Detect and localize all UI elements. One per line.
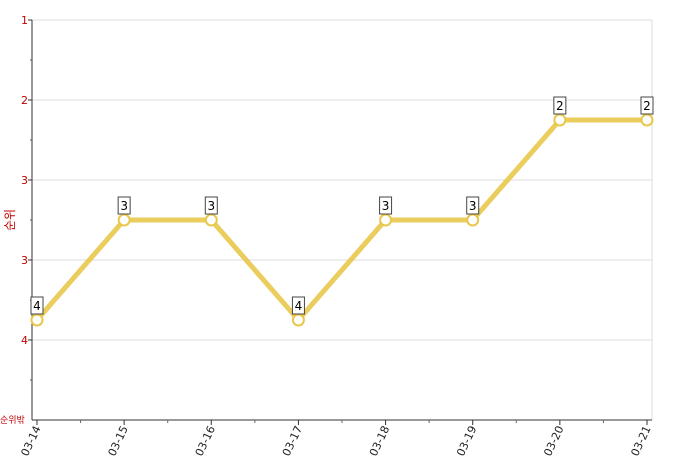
data-point-03-21	[640, 113, 654, 127]
data-label-03-14: 4	[33, 299, 41, 313]
y-axis-label: 순위	[3, 209, 17, 231]
data-label-box-03-14	[30, 296, 44, 315]
y-tick-label-5: 4	[21, 334, 28, 347]
data-label-03-19: 3	[469, 199, 477, 213]
data-label-03-18: 3	[382, 199, 390, 213]
axes	[28, 19, 652, 425]
data-point-03-17	[291, 313, 305, 327]
data-point-03-20	[553, 113, 567, 127]
data-point-03-16	[204, 213, 218, 227]
x-tick-label-03-21: 03-21	[628, 424, 653, 458]
data-label-box-03-20	[553, 96, 567, 115]
data-label-03-20: 2	[556, 99, 564, 113]
data-label-box-03-18	[379, 196, 393, 215]
out-of-range-label: 순위밖	[0, 415, 25, 426]
x-tick-label-03-15: 03-15	[106, 424, 131, 458]
data-label-box-03-17	[291, 296, 305, 315]
x-tick-label-03-18: 03-18	[367, 424, 392, 458]
grid-lines	[32, 19, 653, 420]
data-point-03-18	[379, 213, 393, 227]
data-labels: 4 3 3 4 3 3 2 2	[30, 96, 654, 315]
y-tick-label-4: 3	[21, 254, 28, 267]
data-label-03-21: 2	[643, 99, 651, 113]
data-point-03-15	[117, 213, 131, 227]
y-tick-labels: 1 2 3 3 4	[21, 14, 28, 347]
data-label-03-16: 3	[207, 199, 215, 213]
data-label-box-03-15	[117, 196, 131, 215]
x-tick-label-03-19: 03-19	[454, 424, 479, 458]
rank-series	[30, 113, 654, 327]
data-label-03-17: 4	[295, 299, 303, 313]
y-tick-label-3: 3	[21, 174, 28, 187]
x-tick-label-03-17: 03-17	[280, 424, 305, 458]
y-tick-label-2: 2	[21, 94, 28, 107]
data-point-03-14	[30, 313, 44, 327]
x-tick-label-03-14: 03-14	[18, 424, 43, 458]
series-line-1	[34, 117, 650, 323]
x-tick-label-03-20: 03-20	[541, 424, 566, 458]
y-tick-label-1: 1	[21, 14, 28, 27]
data-point-03-19	[466, 213, 480, 227]
data-label-03-15: 3	[120, 199, 128, 213]
x-tick-label-03-16: 03-16	[193, 424, 218, 458]
data-label-box-03-16	[204, 196, 218, 215]
data-label-box-03-21	[640, 96, 654, 115]
data-label-box-03-19	[466, 196, 480, 215]
x-tick-labels: 03-14 03-15 03-16 03-17 03-18 03-19 03-20 03-21	[18, 424, 653, 458]
